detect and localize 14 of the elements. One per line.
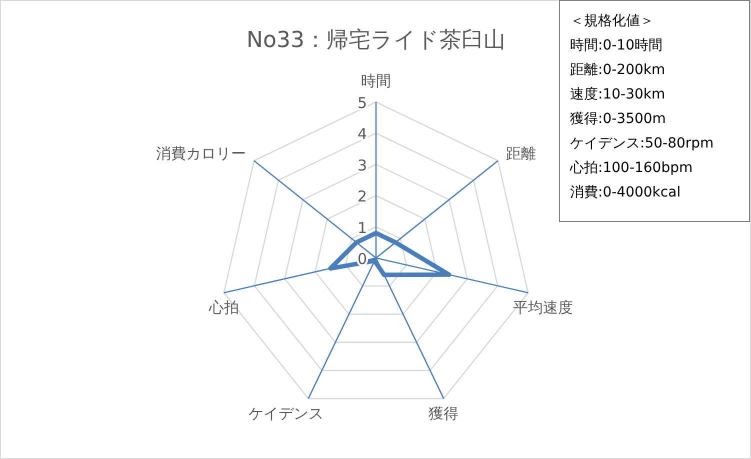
spoke-label: 平均速度 — [513, 298, 574, 317]
spoke-label: 獲得 — [428, 404, 459, 423]
spoke-label: 時間 — [361, 72, 391, 90]
spoke-label: ケイデンス — [248, 404, 324, 423]
spoke-label: 心拍 — [208, 298, 239, 317]
spoke-label: 消費カロリー — [156, 144, 246, 162]
notes: ＜規格化値＞ 時間:0-10時間 距離:0-200km 速度:10-30km 獲得:0-3500m ケイデンス:50-80rpm 心拍:100-160bpm 消費:0-4000kcal — [559, 0, 750, 222]
y-tick-label: 1 — [357, 218, 367, 237]
y-tick-label: 5 — [357, 94, 367, 112]
spoke-label: 距離 — [506, 144, 536, 162]
chart-title: No33：帰宅ライド茶臼山 — [246, 28, 506, 53]
y-tick-label: 3 — [357, 156, 367, 174]
y-tick-label: 2 — [357, 188, 367, 206]
y-tick-label: 4 — [357, 125, 367, 144]
